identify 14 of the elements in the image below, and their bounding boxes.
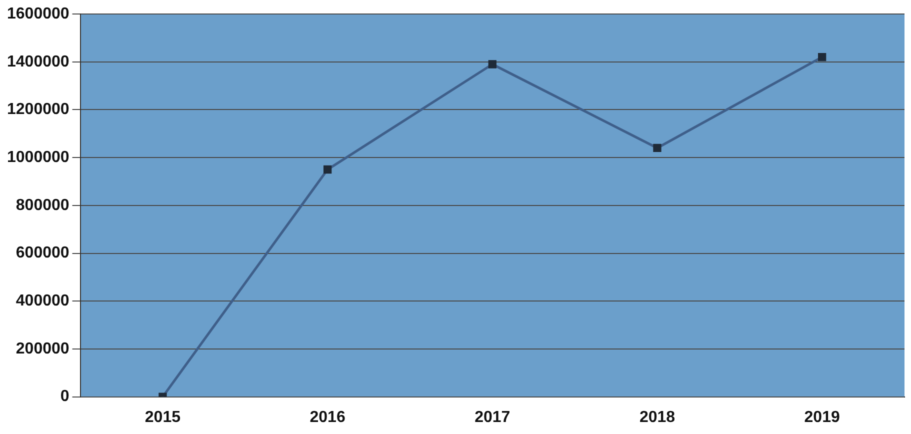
y-tick-label: 0 xyxy=(60,388,70,406)
x-tick-label: 2016 xyxy=(310,408,346,426)
y-tick-label: 600000 xyxy=(16,244,70,262)
y-tick-label: 200000 xyxy=(16,340,70,358)
y-tick-label: 800000 xyxy=(16,196,70,214)
y-tick-label: 1400000 xyxy=(6,53,70,70)
x-tick-label: 2018 xyxy=(639,408,676,426)
x-tick-label: 2019 xyxy=(804,408,840,426)
y-tick-label: 1000000 xyxy=(6,148,70,166)
y-tick-label: 400000 xyxy=(16,292,70,310)
x-tick-label: 2015 xyxy=(144,408,181,426)
y-tick-label: 1200000 xyxy=(6,101,70,118)
y-tick-label: 1600000 xyxy=(6,5,70,22)
x-tick-label: 2017 xyxy=(474,408,510,426)
